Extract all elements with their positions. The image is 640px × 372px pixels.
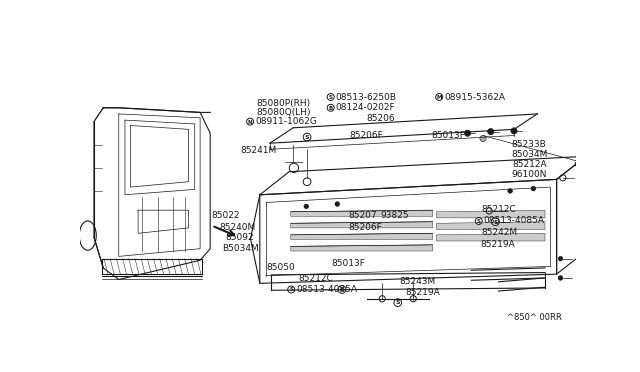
Circle shape — [488, 129, 494, 135]
Text: 85206F: 85206F — [349, 131, 383, 140]
Text: M: M — [436, 95, 442, 100]
Text: 85219A: 85219A — [406, 288, 440, 297]
Circle shape — [480, 135, 486, 142]
Text: 08915-5362A: 08915-5362A — [444, 93, 505, 102]
Text: 85219A: 85219A — [480, 240, 515, 248]
Circle shape — [558, 276, 563, 280]
Text: 08124-0202F: 08124-0202F — [336, 103, 396, 112]
Text: 85092: 85092 — [226, 233, 254, 243]
Text: 85212A: 85212A — [513, 160, 547, 169]
Text: S: S — [340, 288, 344, 292]
Text: 85212C: 85212C — [481, 205, 516, 214]
Text: 85242M: 85242M — [481, 228, 518, 237]
Text: S: S — [289, 288, 293, 292]
Polygon shape — [291, 210, 433, 217]
Text: S: S — [329, 95, 333, 100]
Text: 85233B: 85233B — [511, 140, 546, 149]
Text: 96100N: 96100N — [511, 170, 547, 179]
Text: 85013F: 85013F — [332, 259, 365, 268]
Text: S: S — [396, 301, 400, 305]
Text: B: B — [328, 106, 333, 110]
Text: 85243M: 85243M — [399, 277, 436, 286]
Polygon shape — [291, 245, 433, 251]
Text: S: S — [305, 135, 309, 140]
Circle shape — [465, 130, 470, 136]
Circle shape — [511, 128, 517, 134]
Text: 85080P(RH): 85080P(RH) — [257, 99, 311, 108]
Polygon shape — [436, 233, 545, 241]
Text: 85212C: 85212C — [298, 274, 333, 283]
Text: 08513-6250B: 08513-6250B — [336, 93, 397, 102]
Text: B5034M: B5034M — [223, 244, 259, 253]
Text: 93825: 93825 — [381, 211, 410, 220]
Text: 85050: 85050 — [266, 263, 295, 272]
Polygon shape — [436, 210, 545, 218]
Text: S: S — [477, 219, 481, 224]
Circle shape — [508, 189, 513, 193]
Polygon shape — [291, 222, 433, 228]
Text: 85241M: 85241M — [241, 147, 276, 155]
Text: ^850^ 00RR: ^850^ 00RR — [508, 313, 562, 322]
Text: N: N — [248, 119, 252, 125]
Circle shape — [304, 204, 308, 209]
Circle shape — [531, 186, 536, 191]
Text: 85034M: 85034M — [511, 150, 547, 159]
Text: 08513-4085A: 08513-4085A — [484, 217, 545, 225]
Text: 85013F: 85013F — [431, 131, 465, 140]
Text: 85207: 85207 — [348, 211, 377, 220]
Circle shape — [335, 202, 340, 206]
Text: 85206: 85206 — [367, 114, 396, 123]
Text: 08513-4085A: 08513-4085A — [296, 285, 357, 294]
Circle shape — [558, 256, 563, 261]
Polygon shape — [291, 233, 433, 240]
Text: S: S — [493, 219, 498, 225]
Text: 85080Q(LH): 85080Q(LH) — [257, 108, 311, 117]
Text: 85240M: 85240M — [220, 222, 256, 232]
Text: 85206F: 85206F — [348, 222, 382, 232]
Polygon shape — [436, 222, 545, 230]
Text: 85022: 85022 — [212, 211, 240, 220]
Text: 08911-1062G: 08911-1062G — [255, 117, 317, 126]
